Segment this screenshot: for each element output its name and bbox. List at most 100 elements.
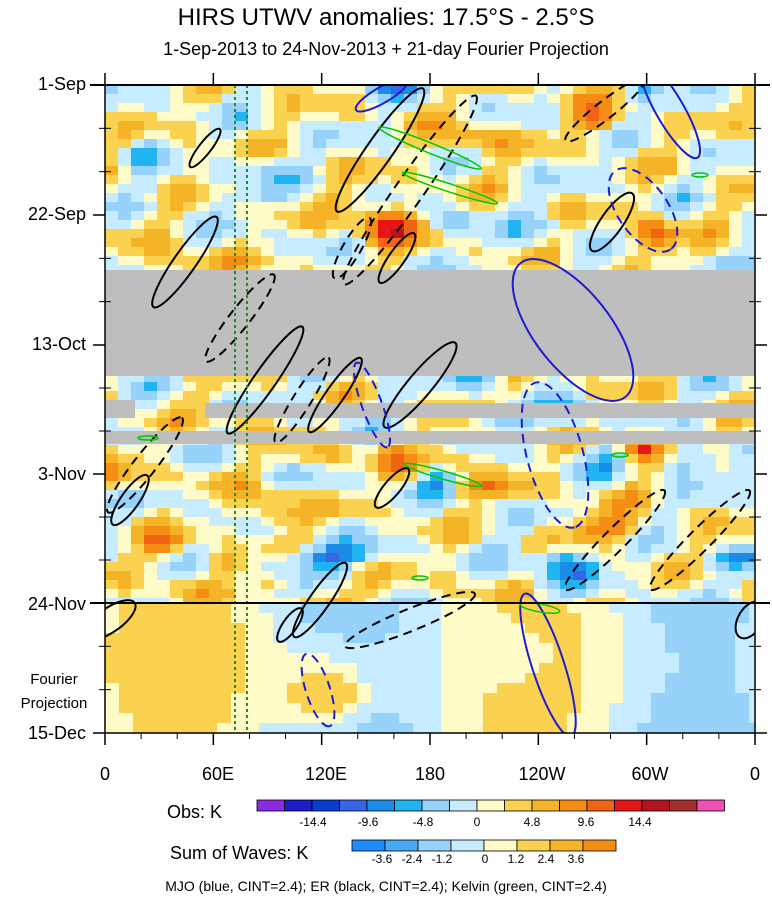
projection-cell	[567, 673, 582, 684]
field-cell	[300, 535, 314, 545]
field-cell	[599, 85, 613, 95]
field-cell	[131, 517, 145, 527]
field-cell	[677, 130, 691, 140]
field-cell	[742, 103, 755, 113]
projection-cell	[679, 663, 694, 674]
projection-cell	[357, 643, 372, 654]
field-cell	[495, 202, 509, 212]
projection-cell	[413, 683, 428, 694]
projection-cell	[525, 623, 540, 634]
field-cell	[118, 418, 132, 428]
field-cell	[703, 499, 717, 509]
field-cell	[209, 193, 223, 203]
projection-cell	[217, 623, 232, 634]
field-cell	[313, 571, 327, 581]
field-cell	[534, 454, 548, 464]
projection-cell	[175, 693, 190, 704]
field-cell	[651, 148, 665, 158]
field-cell	[209, 481, 223, 491]
field-cell	[664, 130, 678, 140]
projection-cell	[595, 603, 610, 614]
field-cell	[222, 193, 236, 203]
field-cell	[209, 175, 223, 185]
field-cell	[573, 472, 587, 482]
field-cell	[508, 481, 522, 491]
field-cell	[534, 85, 548, 95]
field-cell	[443, 229, 457, 239]
field-cell	[248, 472, 262, 482]
field-cell	[326, 571, 340, 581]
field-cell	[482, 499, 496, 509]
projection-cell	[287, 633, 302, 644]
field-cell	[209, 220, 223, 230]
field-cell	[326, 112, 340, 122]
field-cell	[612, 103, 626, 113]
field-cell	[404, 220, 418, 230]
field-cell	[482, 481, 496, 491]
projection-cell	[595, 623, 610, 634]
field-cell	[430, 238, 444, 248]
field-cell	[638, 373, 652, 383]
field-cell	[235, 490, 249, 500]
field-cell	[638, 238, 652, 248]
field-cell	[716, 247, 730, 257]
field-cell	[469, 256, 483, 266]
field-cell	[469, 175, 483, 185]
field-cell	[417, 508, 431, 518]
field-cell	[729, 229, 743, 239]
projection-cell	[595, 693, 610, 704]
obs-colorbar-label: 4.8	[523, 815, 541, 829]
field-cell	[235, 103, 249, 113]
field-cell	[443, 418, 457, 428]
projection-cell	[189, 633, 204, 644]
field-cell	[599, 256, 613, 266]
field-cell	[417, 418, 431, 428]
field-cell	[625, 247, 639, 257]
field-cell	[365, 499, 379, 509]
field-cell	[404, 193, 418, 203]
projection-cell	[315, 703, 330, 714]
field-cell	[482, 382, 496, 392]
field-cell	[261, 490, 275, 500]
field-cell	[729, 265, 743, 275]
field-cell	[703, 256, 717, 266]
er-contour	[276, 607, 304, 643]
field-cell	[586, 103, 600, 113]
field-cell	[677, 229, 691, 239]
field-cell	[430, 247, 444, 257]
field-cell	[404, 157, 418, 167]
field-cell	[131, 265, 145, 275]
field-cell	[625, 445, 639, 455]
field-cell	[547, 220, 561, 230]
projection-cell	[301, 683, 316, 694]
field-cell	[183, 391, 197, 401]
field-cell	[365, 121, 379, 131]
field-cell	[690, 256, 704, 266]
field-cell	[430, 535, 444, 545]
field-cell	[612, 454, 626, 464]
field-cell	[742, 166, 755, 176]
field-cell	[638, 265, 652, 275]
field-cell	[157, 94, 171, 104]
field-cell	[599, 166, 613, 176]
field-cell	[404, 175, 418, 185]
field-cell	[170, 238, 184, 248]
field-cell	[612, 562, 626, 572]
projection-cell	[189, 643, 204, 654]
projection-cell	[175, 613, 190, 624]
field-cell	[248, 157, 262, 167]
field-cell	[703, 481, 717, 491]
field-cell	[482, 463, 496, 473]
field-cell	[287, 265, 301, 275]
field-cell	[534, 508, 548, 518]
mjo-contour	[300, 652, 336, 728]
field-cell	[599, 184, 613, 194]
projection-cell	[483, 683, 498, 694]
field-cell	[586, 202, 600, 212]
field-cell	[170, 544, 184, 554]
field-cell	[118, 589, 132, 599]
projection-cell	[651, 633, 666, 644]
field-cell	[586, 589, 600, 599]
field-cell	[469, 418, 483, 428]
obs-colorbar-title: Obs: K	[167, 802, 223, 822]
